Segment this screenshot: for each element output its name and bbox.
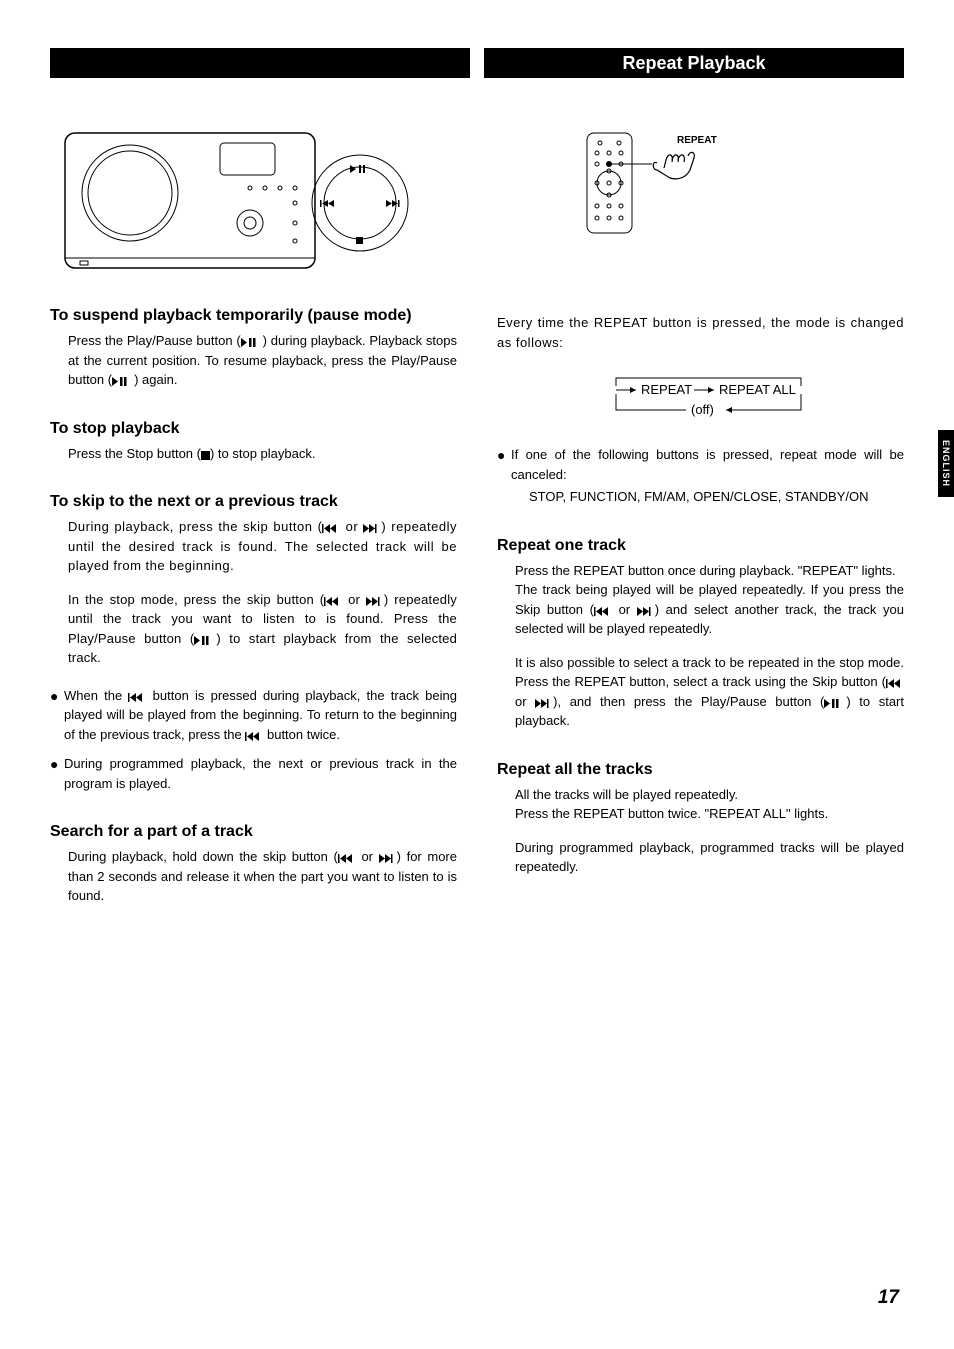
skip-text-1: During playback, press the skip button (…: [50, 517, 457, 576]
repeat-one-p3: It is also possible to select a track to…: [497, 653, 904, 731]
repeat-intro: Every time the REPEAT button is pressed,…: [497, 313, 904, 352]
page-number: 17: [878, 1287, 899, 1309]
skip-bullet-2: ● During programmed playback, the next o…: [50, 754, 457, 793]
repeat-mode-diagram: REPEAT REPEAT ALL (off): [497, 370, 904, 423]
skip-bullet-1: ● When the button is pressed during play…: [50, 686, 457, 745]
repeat-all-p1: All the tracks will be played repeatedly…: [497, 785, 904, 805]
repeat-one-p1: Press the REPEAT button once during play…: [497, 561, 904, 581]
repeat-all-p3: During programmed playback, programmed t…: [497, 838, 904, 877]
right-column: REPEAT Every time the REPEAT button is p…: [497, 113, 904, 906]
repeat-all-p2: Press the REPEAT button twice. "REPEAT A…: [497, 804, 904, 824]
repeat-all-title: Repeat all the tracks: [497, 761, 904, 779]
search-title: Search for a part of a track: [50, 823, 457, 841]
page-header: Repeat Playback: [50, 48, 904, 78]
svg-text:(off): (off): [691, 402, 714, 417]
pause-title: To suspend playback temporarily (pause m…: [50, 307, 457, 325]
svg-text:REPEAT: REPEAT: [641, 382, 692, 397]
repeat-one-title: Repeat one track: [497, 537, 904, 555]
stop-text: Press the Stop button () to stop playbac…: [50, 444, 457, 464]
remote-figure: REPEAT: [497, 128, 904, 243]
stop-title: To stop playback: [50, 420, 457, 438]
device-figure: [50, 128, 457, 283]
header-title: Repeat Playback: [484, 48, 904, 78]
cancel-bullet: ● If one of the following buttons is pre…: [497, 445, 904, 507]
language-tab: ENGLISH: [938, 430, 954, 497]
search-text: During playback, hold down the skip butt…: [50, 847, 457, 906]
skip-text-2: In the stop mode, press the skip button …: [50, 590, 457, 668]
left-column: To suspend playback temporarily (pause m…: [50, 113, 457, 906]
skip-title: To skip to the next or a previous track: [50, 493, 457, 511]
svg-text:REPEAT ALL: REPEAT ALL: [719, 382, 796, 397]
pause-text: Press the Play/Pause button () during pl…: [50, 331, 457, 390]
header-black-bar: [50, 48, 470, 78]
repeat-one-p2: The track being played will be played re…: [497, 580, 904, 639]
remote-label: REPEAT: [677, 135, 717, 146]
